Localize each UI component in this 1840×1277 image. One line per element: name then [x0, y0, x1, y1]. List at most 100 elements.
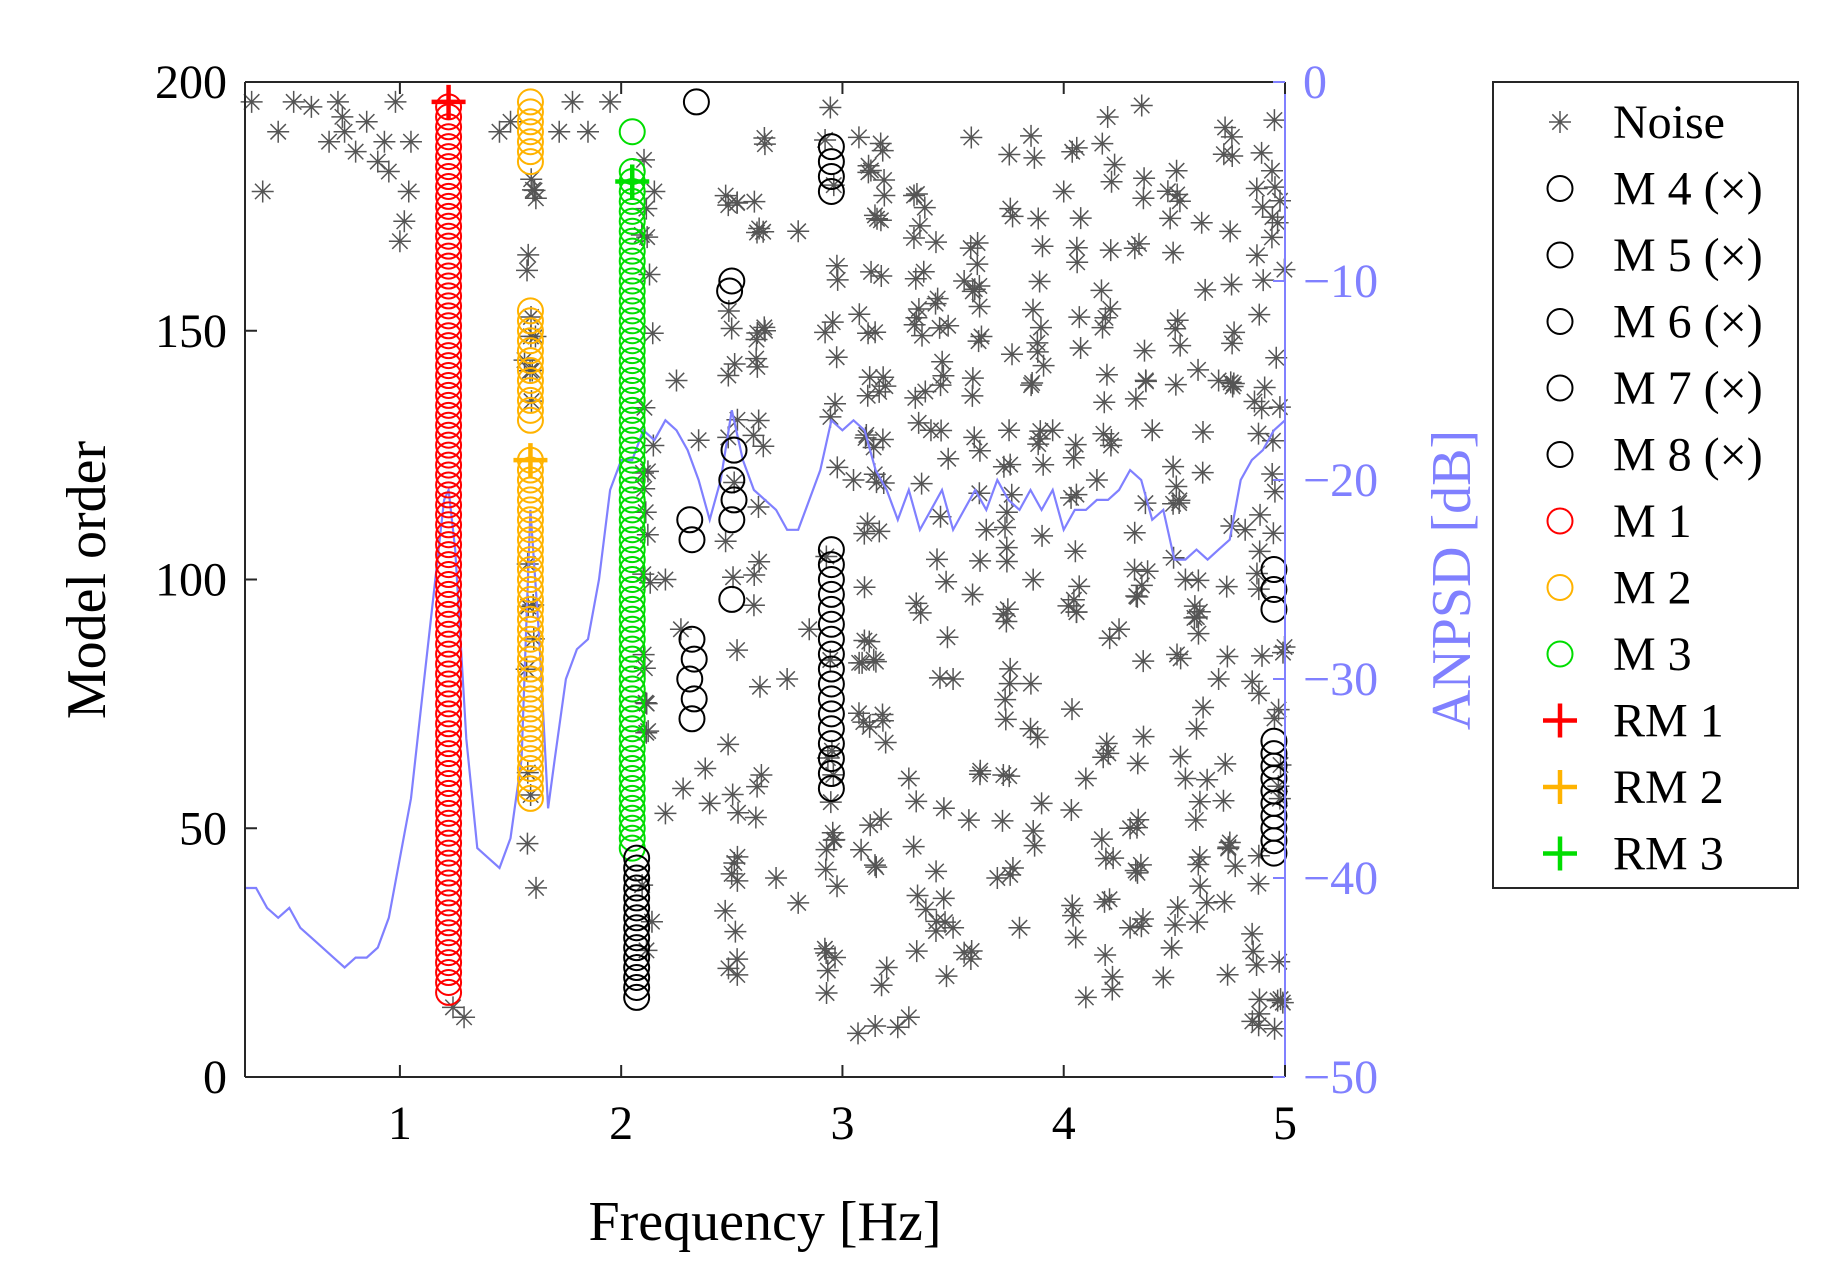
noise-point [488, 120, 511, 143]
noise-point [1123, 521, 1146, 544]
noise-point [929, 374, 952, 397]
y-tick-label: 150 [155, 305, 227, 358]
noise-point [1062, 904, 1085, 927]
noise-point [897, 1006, 920, 1029]
noise-point [1134, 370, 1157, 393]
noise-point [634, 501, 657, 524]
noise-point [957, 809, 980, 832]
noise-point [870, 974, 893, 997]
noise-point [672, 777, 695, 800]
noise-point [1093, 890, 1116, 913]
noise-point [996, 598, 1019, 621]
mode-point-m-2 [516, 774, 544, 802]
noise-point [914, 898, 937, 921]
noise-point [1133, 339, 1156, 362]
noise-point [1271, 641, 1294, 664]
noise-point [902, 226, 925, 249]
noise-point [874, 731, 897, 754]
noise-point [1019, 672, 1042, 695]
mode-point-m-7 [817, 536, 845, 564]
legend-label-m-8: M 8 (×) [1613, 429, 1763, 482]
mode-point-m-3 [618, 546, 646, 574]
mode-point-m-3 [618, 824, 646, 852]
noise-point [742, 594, 765, 617]
noise-point [1271, 991, 1294, 1014]
noise-point [928, 666, 951, 689]
noise-point [522, 627, 545, 650]
noise-point [787, 891, 810, 914]
noise-point [519, 359, 542, 382]
mode-point-m-3 [618, 227, 646, 255]
mode-point-m-1 [435, 212, 463, 240]
noise-point [1132, 725, 1155, 748]
noise-point [936, 626, 959, 649]
noise-point [344, 140, 367, 163]
noise-point [723, 852, 746, 875]
noise-point [815, 838, 838, 861]
noise-point [1127, 808, 1150, 831]
noise-point [1160, 936, 1183, 959]
mode-point-m-1 [435, 421, 463, 449]
mode-point-m-3 [618, 367, 646, 394]
mode-point-m-5 [680, 645, 708, 673]
noise-point [854, 426, 877, 449]
noise-point [932, 797, 955, 820]
legend-label-m-5: M 5 (×) [1613, 229, 1763, 282]
mode-point-m-6 [718, 267, 746, 295]
mode-point-m-1 [435, 531, 463, 559]
noise-point [1065, 136, 1088, 159]
mode-point-m-7 [817, 685, 845, 713]
noise-point [1188, 846, 1211, 869]
noise-point [1187, 853, 1210, 876]
mode-point-m-2 [516, 357, 544, 385]
noise-point [1098, 627, 1121, 650]
mode-point-m-2 [516, 148, 544, 176]
noise-point [1152, 966, 1175, 989]
noise-point [669, 618, 692, 641]
noise-point [714, 184, 737, 207]
noise-point [814, 128, 837, 151]
mode-point-m-2 [516, 645, 544, 673]
noise-point [975, 518, 998, 541]
mode-point-m-1 [435, 163, 463, 191]
mode-point-m-7 [817, 566, 845, 593]
noise-point [1066, 251, 1089, 274]
noise-point [714, 899, 737, 922]
noise-point [1061, 698, 1083, 721]
mode-point-m-1 [435, 133, 463, 161]
noise-point [1031, 235, 1054, 258]
mode-point-m-1 [435, 680, 463, 708]
noise-point [366, 150, 389, 173]
noise-point [904, 386, 927, 409]
noise-point [745, 328, 768, 351]
noise-point [1224, 855, 1247, 878]
noise-point [1213, 890, 1236, 913]
mode-point-m-3 [618, 496, 646, 524]
mode-point-m-4 [623, 914, 651, 942]
legend-label-rm-2: RM 2 [1613, 761, 1724, 814]
noise-point [960, 940, 983, 963]
mode-point-m-1 [435, 481, 463, 509]
noise-point [282, 90, 305, 113]
noise-point [872, 366, 895, 389]
noise-point [825, 346, 848, 369]
mode-point-m-1 [435, 441, 463, 469]
x-tick-label: 2 [609, 1097, 633, 1150]
mode-point-m-1 [435, 371, 463, 399]
mode-point-m-1 [435, 789, 463, 817]
mode-point-m-2 [516, 536, 544, 564]
mode-point-m-1 [435, 312, 463, 340]
mode-point-m-2 [516, 585, 544, 613]
mode-point-m-1 [435, 580, 463, 608]
noise-point [848, 303, 871, 326]
noise-point [863, 463, 886, 486]
mode-point-m-5 [678, 705, 706, 733]
noise-point [858, 366, 881, 389]
noise-point [998, 765, 1021, 788]
mode-point-m-7 [817, 730, 845, 758]
noise-point [548, 120, 571, 143]
mode-point-m-1 [435, 660, 463, 688]
noise-point [999, 453, 1022, 476]
mode-point-m-3 [618, 317, 646, 345]
noise-point [1166, 309, 1189, 332]
